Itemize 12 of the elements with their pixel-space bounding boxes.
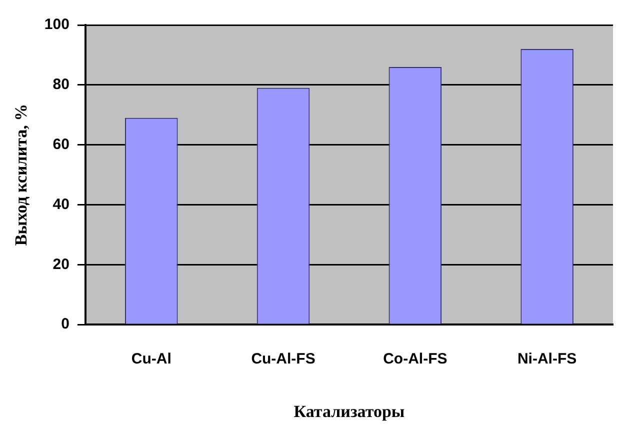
- y-tick-label: 60: [52, 136, 70, 153]
- x-axis-title: Катализаторы: [294, 402, 405, 422]
- x-tick-label: Cu-Al-FS: [251, 350, 316, 368]
- y-tick-label: 100: [44, 16, 70, 34]
- x-tick-label: Co-Al-FS: [383, 350, 448, 368]
- y-tick-label: 40: [52, 196, 70, 213]
- y-axis-title: Выход ксилита, %: [12, 104, 31, 246]
- x-tick-label: Cu-Al: [131, 350, 172, 368]
- y-tick-label: 0: [61, 316, 70, 333]
- y-tick-label: 20: [52, 256, 70, 273]
- x-tick-label: Ni-Al-FS: [517, 350, 577, 368]
- y-tick-label: 80: [52, 76, 70, 94]
